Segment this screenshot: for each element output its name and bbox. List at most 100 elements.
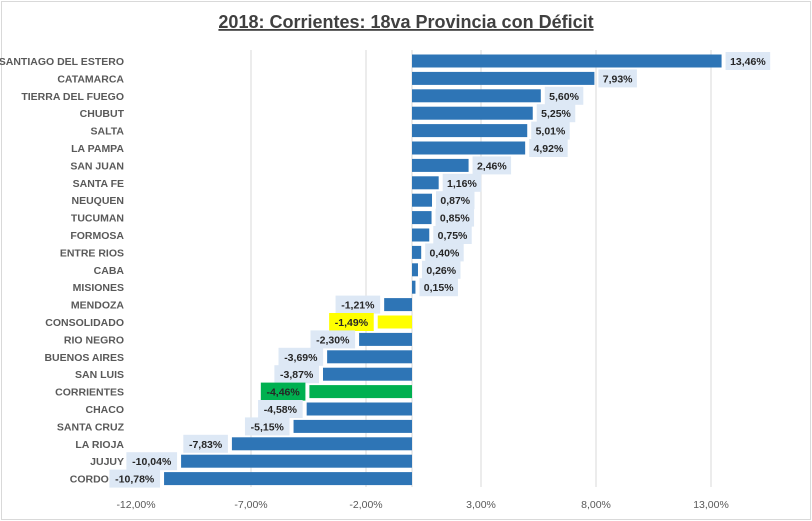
bar <box>412 193 433 207</box>
x-tick-label: -12,00% <box>116 499 155 511</box>
x-axis-ticks: -12,00% -7,00% -2,00% 3,00% 8,00% 13,00% <box>116 499 728 511</box>
bar <box>384 298 412 312</box>
bar <box>412 124 528 138</box>
bar <box>181 454 412 468</box>
bar <box>412 89 541 103</box>
data-labels: 13,46% 7,93% 5,60% 5,25% 5,01% 4,92% 2,46%1,16… <box>109 52 771 488</box>
category-label: SANTA FE <box>73 178 124 190</box>
data-label: 5,60% <box>549 91 579 103</box>
data-label-background <box>435 208 475 227</box>
bars <box>164 54 722 486</box>
x-tick-label: -2,00% <box>349 499 382 511</box>
data-label: -4,58% <box>264 404 298 416</box>
data-label-background <box>529 139 568 157</box>
bar <box>412 54 722 68</box>
data-label: 0,75% <box>438 230 468 242</box>
data-label: 1,16% <box>447 178 477 190</box>
data-label: -3,69% <box>284 352 318 364</box>
data-label-background <box>258 400 303 418</box>
data-label-background <box>472 156 512 175</box>
data-label-background <box>278 347 324 366</box>
bar <box>412 106 533 120</box>
data-label-background <box>126 452 178 471</box>
category-label: LA PAMPA <box>71 143 124 155</box>
data-label: -2,30% <box>316 334 350 346</box>
category-label: BUENOS AIRES <box>44 352 124 364</box>
bar <box>412 245 422 259</box>
data-label: 4,92% <box>534 143 564 155</box>
data-label-background <box>531 121 570 140</box>
data-label-background <box>310 330 356 349</box>
data-label: 0,85% <box>440 213 470 225</box>
data-label: -1,21% <box>341 300 375 312</box>
category-label: SANTA CRUZ <box>57 421 125 433</box>
bar <box>412 228 430 242</box>
data-label-background <box>725 52 771 70</box>
category-label: CATAMARCA <box>57 73 124 85</box>
data-label-background <box>425 243 464 262</box>
category-label: LA RIOJA <box>75 439 124 451</box>
data-label: 0,87% <box>440 195 470 207</box>
data-label-background <box>544 86 584 105</box>
category-label: JUJUY <box>90 456 124 468</box>
data-label: 0,40% <box>430 247 460 259</box>
category-label: SANTIAGO DEL ESTERO <box>0 56 124 68</box>
data-label-background <box>274 365 319 384</box>
bar <box>309 385 412 399</box>
category-label: SAN JUAN <box>70 160 124 172</box>
x-tick-label: 13,00% <box>693 499 729 511</box>
data-label-background <box>421 260 461 279</box>
bar <box>164 472 412 486</box>
data-label: -7,83% <box>189 439 223 451</box>
data-label-background <box>436 191 475 210</box>
data-label: 7,93% <box>603 73 633 85</box>
bar <box>306 402 412 416</box>
data-label: -10,04% <box>132 456 172 468</box>
category-label: TIERRA DEL FUEGO <box>21 91 124 103</box>
data-label: -3,87% <box>280 369 314 381</box>
bar <box>327 350 412 364</box>
data-label: 0,15% <box>424 282 454 294</box>
data-label: -4,46% <box>266 387 300 399</box>
bar <box>412 141 526 155</box>
data-label-background <box>419 278 458 297</box>
category-label: MISIONES <box>73 282 124 294</box>
category-labels: SANTIAGO DEL ESTERO CATAMARCA TIERRA DEL F… <box>0 56 125 486</box>
bar <box>412 158 469 172</box>
data-label: 13,46% <box>730 56 766 68</box>
bar <box>412 71 595 85</box>
bar <box>293 419 412 433</box>
data-label-background <box>598 69 637 88</box>
category-label: CHACO <box>86 404 125 416</box>
data-label-background <box>260 382 306 401</box>
data-label: -10,78% <box>115 474 155 486</box>
category-label: SAN LUIS <box>75 369 124 381</box>
category-label: CABA <box>94 265 125 277</box>
bar <box>412 176 439 190</box>
data-label-background <box>335 295 381 314</box>
data-label-background <box>442 173 482 192</box>
data-label-background <box>183 434 228 453</box>
category-label: MENDOZA <box>71 300 124 312</box>
chart-title: 2018: Corrientes: 18va Provincia con Déf… <box>218 12 593 32</box>
data-label-background <box>329 313 374 331</box>
data-label-background <box>244 417 290 436</box>
category-label: CORRIENTES <box>55 387 124 399</box>
bar <box>412 211 432 225</box>
bar <box>377 315 412 329</box>
data-label: 5,01% <box>536 126 566 138</box>
data-label-background <box>536 104 576 123</box>
category-label: NEUQUEN <box>71 195 124 207</box>
bar <box>412 263 418 277</box>
category-label: FORMOSA <box>70 230 124 242</box>
x-tick-label: 3,00% <box>466 499 496 511</box>
bar <box>231 437 412 451</box>
data-label-background <box>109 469 161 488</box>
data-label: -5,15% <box>251 421 285 433</box>
data-label: 5,25% <box>541 108 571 120</box>
data-label: -1,49% <box>335 317 369 329</box>
data-label: 2,46% <box>477 160 507 172</box>
bar <box>322 367 412 381</box>
